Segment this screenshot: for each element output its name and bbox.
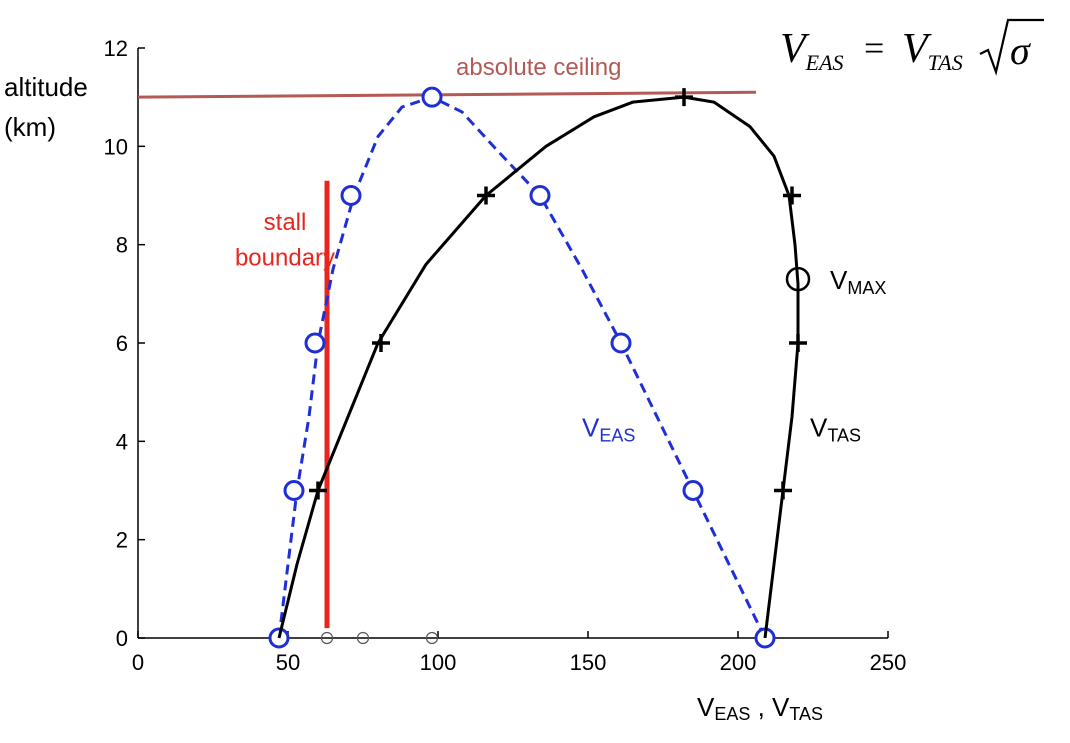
y-tick-label: 6 <box>116 331 128 356</box>
stall-label-line2: boundary <box>235 244 335 271</box>
formula-rhs-subscript: TAS <box>928 50 963 75</box>
veas-marker <box>283 480 305 501</box>
ceiling-line <box>137 90 757 99</box>
formula-equals: = <box>864 28 884 68</box>
vtas-marker <box>789 334 807 352</box>
vtas-marker <box>774 481 792 500</box>
vtas-line <box>277 95 800 639</box>
baseline-point <box>425 631 439 645</box>
axes: 0 50 100 150 200 250 0 2 4 6 8 10 12 <box>104 36 907 675</box>
vtas-label: VTAS <box>810 412 861 445</box>
baseline-points <box>320 631 439 645</box>
y-tick-label: 0 <box>116 626 128 651</box>
ceiling-label: absolute ceiling <box>456 54 621 81</box>
y-tick-label: 12 <box>104 36 128 61</box>
formula-radicand: σ <box>1010 28 1031 73</box>
x-tick-label: 100 <box>420 650 457 675</box>
vtas-marker <box>309 481 327 500</box>
formula-lhs-subscript: EAS <box>805 50 844 75</box>
y-tick-label: 2 <box>116 528 128 553</box>
vmax-label: VMAX <box>830 265 886 298</box>
formula-rhs: VTAS <box>902 26 963 75</box>
veas-line <box>277 95 767 639</box>
veas-marker <box>421 86 443 108</box>
y-ticks: 0 2 4 6 8 10 12 <box>104 36 145 651</box>
y-tick-label: 4 <box>116 429 128 454</box>
vtas-series <box>277 88 807 639</box>
formula: VEAS = VTAS σ <box>780 18 1044 76</box>
vtas-marker <box>675 88 693 107</box>
stall-label-line1: stall <box>264 209 307 236</box>
x-tick-label: 50 <box>276 650 300 675</box>
veas-marker <box>529 185 551 206</box>
x-tick-label: 200 <box>720 650 757 675</box>
vmax-marker <box>785 266 811 292</box>
baseline-point <box>356 631 370 645</box>
vtas-marker <box>477 186 495 205</box>
x-ticks: 0 50 100 150 200 250 <box>132 631 906 675</box>
y-tick-label: 10 <box>104 134 128 159</box>
veas-series <box>268 86 776 649</box>
series-layer <box>268 86 807 649</box>
veas-marker <box>340 185 362 206</box>
vtas-marker <box>783 186 801 205</box>
veas-marker <box>682 480 704 501</box>
x-tick-label: 150 <box>570 650 607 675</box>
formula-lhs: VEAS <box>780 26 844 75</box>
absolute-ceiling: absolute ceiling <box>137 54 757 99</box>
x-tick-label: 0 <box>132 650 144 675</box>
veas-marker <box>304 332 326 354</box>
x-tick-label: 250 <box>870 650 907 675</box>
stall-boundary: stall boundary <box>235 180 335 629</box>
baseline-point <box>320 631 334 645</box>
veas-marker <box>610 332 632 354</box>
y-axis-label-line2: (km) <box>4 112 56 142</box>
sqrt-sign <box>979 18 1044 76</box>
y-tick-label: 8 <box>116 233 128 258</box>
y-axis-label-line1: altitude <box>4 72 88 102</box>
x-axis-label: VEAS , VTAS <box>697 692 823 724</box>
veas-label: VEAS <box>582 412 635 445</box>
vtas-marker <box>372 334 390 352</box>
